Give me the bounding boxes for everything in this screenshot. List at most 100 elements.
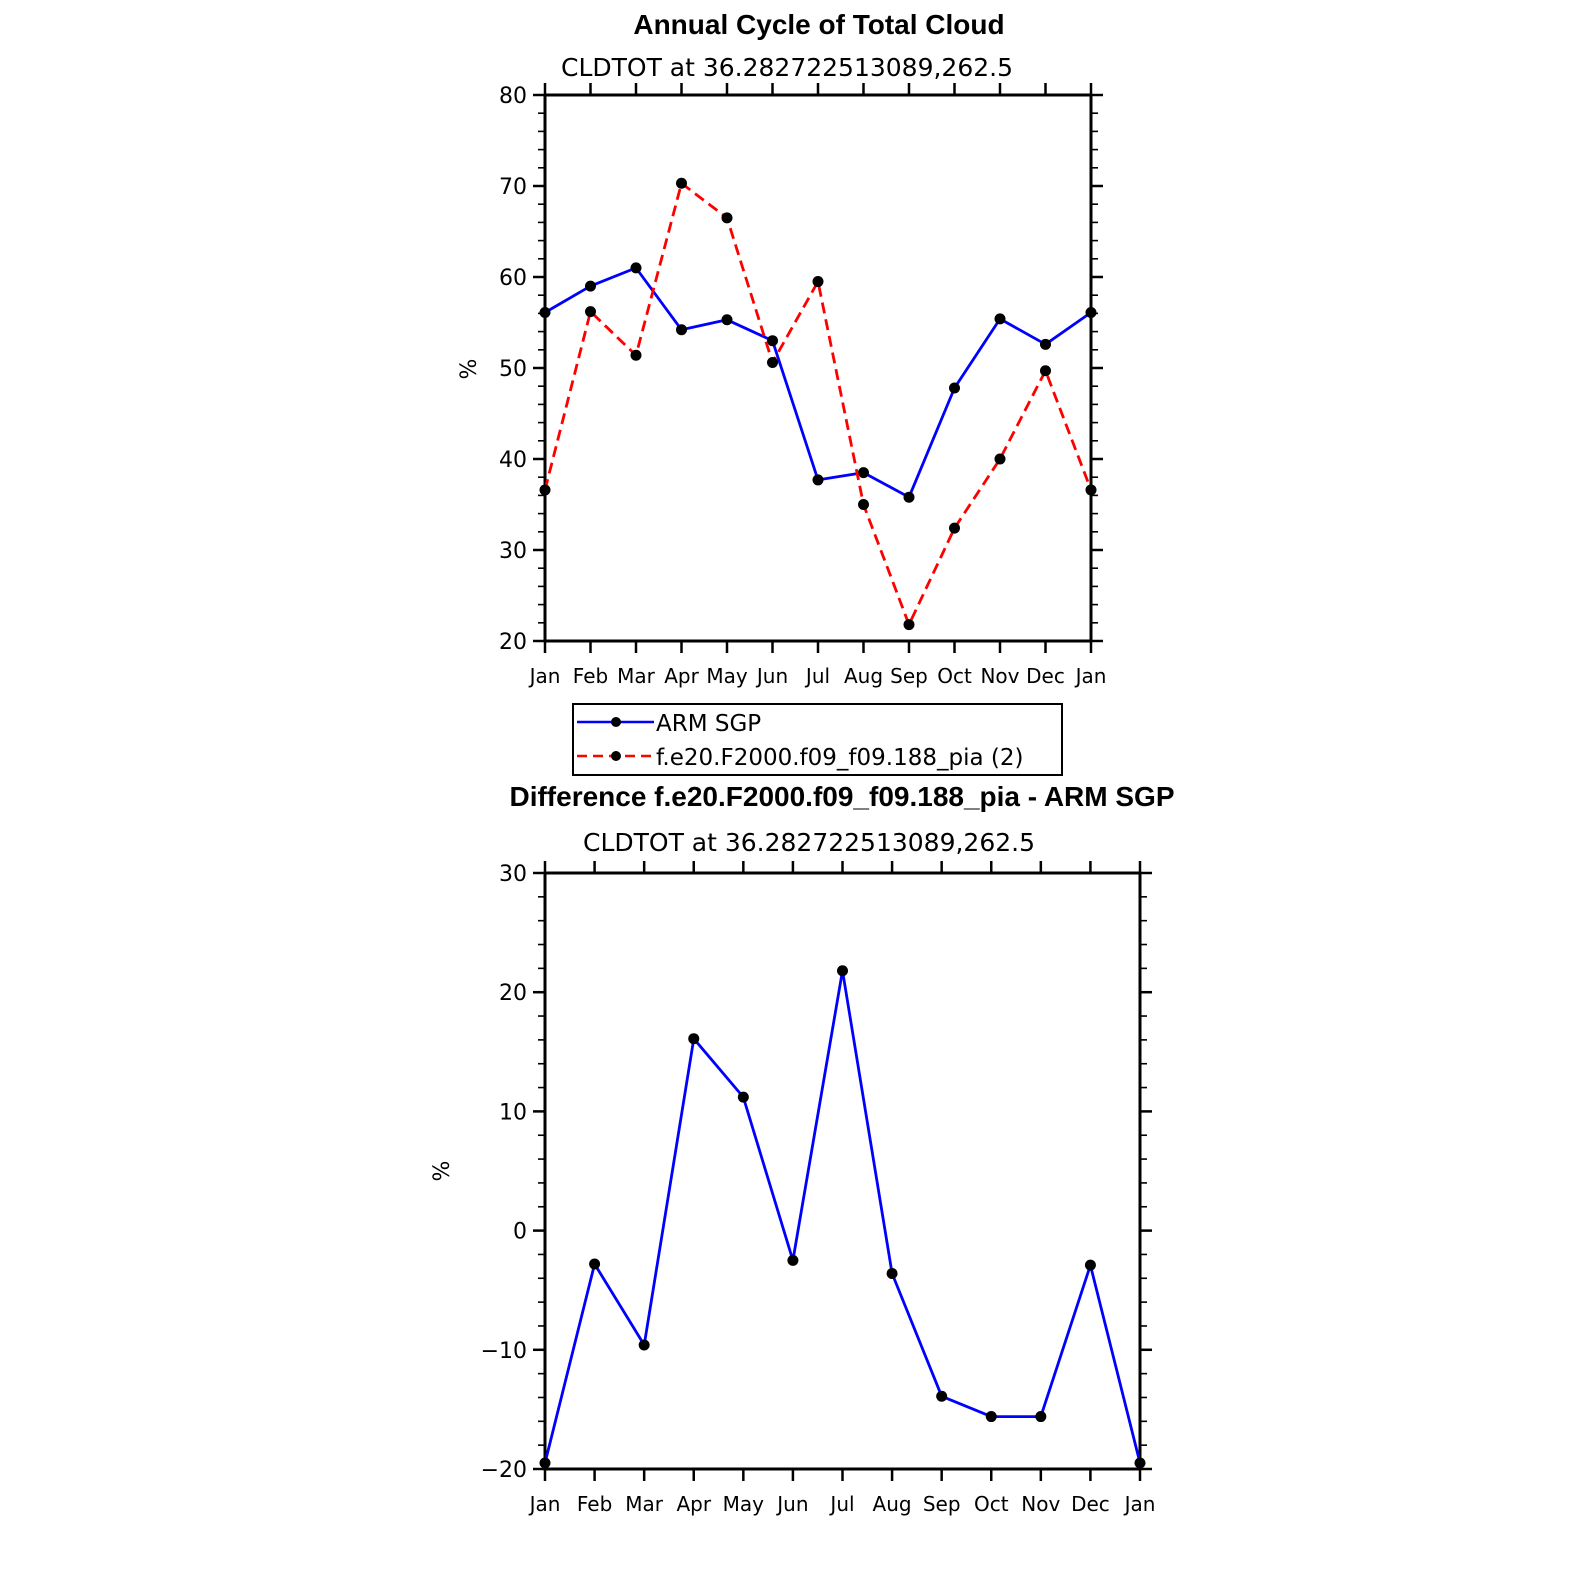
x-tick-label: Jul	[804, 664, 830, 688]
data-point	[985, 1411, 997, 1423]
y-tick-label: 30	[499, 539, 527, 564]
data-point	[812, 474, 824, 486]
y-tick-label: 80	[499, 84, 527, 109]
x-tick-label: Apr	[664, 664, 699, 688]
chart-subtitle: CLDTOT at 36.282722513089,262.5	[561, 53, 1013, 82]
data-point	[585, 280, 596, 292]
x-tick-label: Apr	[676, 1492, 711, 1516]
y-tick-label: −20	[481, 1458, 527, 1483]
data-point	[936, 1390, 948, 1402]
series-layer	[539, 177, 1097, 631]
data-point	[1084, 1259, 1096, 1271]
y-axis-label: %	[457, 359, 482, 380]
data-point	[539, 306, 551, 318]
data-point	[994, 453, 1006, 465]
y-axis-label: %	[430, 1161, 455, 1182]
data-point	[539, 484, 551, 496]
x-tick-label: May	[723, 1492, 765, 1516]
data-point	[903, 619, 915, 631]
y-tick-label: 50	[499, 357, 527, 382]
data-point	[676, 177, 687, 189]
series-line-0	[543, 969, 1142, 1464]
legend-label-arm-sgp: ARM SGP	[656, 711, 761, 737]
legend-marker-model	[611, 751, 621, 761]
legend-label-model: f.e20.F2000.f09_f09.188_pia (2)	[656, 745, 1023, 771]
data-point	[737, 1091, 749, 1103]
x-tick-label: Oct	[974, 1492, 1009, 1516]
series-layer	[539, 965, 1146, 1469]
data-point	[787, 1254, 799, 1266]
y-tick-label: 70	[499, 175, 527, 200]
y-tick-label: −10	[481, 1339, 527, 1364]
x-tick-label: Nov	[1021, 1492, 1060, 1516]
data-point	[886, 1268, 898, 1280]
data-point	[1085, 484, 1097, 496]
data-point	[1134, 1457, 1146, 1469]
legend-box	[572, 703, 1063, 776]
y-tick-label: 40	[499, 448, 527, 473]
chart-title: Annual Cycle of Total Cloud	[633, 9, 1004, 40]
data-point	[721, 212, 733, 224]
x-tick-label: Jun	[775, 1492, 808, 1516]
x-tick-label: Aug	[844, 664, 883, 688]
x-tick-label: Mar	[617, 664, 656, 688]
y-tick-label: 20	[499, 630, 527, 655]
chart-title: Difference f.e20.F2000.f09_f09.188_pia -…	[509, 781, 1174, 812]
plot-frame	[543, 93, 1093, 643]
data-point	[812, 276, 824, 288]
data-point	[539, 1457, 551, 1469]
annual-cycle-chart: Annual Cycle of Total Cloud CLDTOT at 36…	[457, 9, 1106, 776]
data-point	[949, 382, 960, 394]
data-point	[1085, 306, 1097, 318]
data-point	[721, 314, 733, 326]
x-tick-label: Dec	[1026, 664, 1065, 688]
data-point	[858, 467, 869, 479]
data-point	[638, 1339, 650, 1351]
difference-chart: Difference f.e20.F2000.f09_f09.188_pia -…	[430, 781, 1175, 1516]
y-tick-label: 10	[499, 1100, 527, 1125]
chart-subtitle: CLDTOT at 36.282722513089,262.5	[583, 828, 1035, 857]
legend-marker-arm-sgp	[611, 717, 621, 727]
data-point	[767, 357, 778, 369]
data-point	[688, 1033, 700, 1045]
data-point	[858, 499, 869, 510]
y-tick-label: 30	[499, 862, 527, 887]
data-point	[767, 335, 778, 347]
x-tick-label: Jan	[528, 1492, 561, 1516]
x-tick-label: Jan	[1074, 664, 1107, 688]
data-point	[837, 965, 848, 977]
data-point	[630, 262, 642, 274]
axes: −20 −10 0 10 20 30 Jan Feb Mar Apr May Jun Jul Aug Sep…	[481, 861, 1156, 1516]
x-tick-label: Jan	[528, 664, 561, 688]
plot-frame	[543, 871, 1142, 1471]
x-tick-label: Sep	[890, 664, 928, 688]
data-point	[676, 324, 687, 336]
data-point	[994, 313, 1006, 325]
y-tick-label: 0	[513, 1220, 527, 1245]
data-point	[1035, 1411, 1047, 1423]
data-point	[1040, 338, 1051, 350]
y-tick-label: 20	[499, 981, 527, 1006]
x-tick-label: Dec	[1071, 1492, 1110, 1516]
x-tick-label: Jan	[1123, 1492, 1156, 1516]
data-point	[630, 349, 642, 361]
y-tick-label: 60	[499, 266, 527, 291]
data-point	[1040, 365, 1051, 377]
x-tick-label: Mar	[625, 1492, 664, 1516]
data-point	[589, 1258, 601, 1270]
x-tick-label: Jun	[755, 664, 788, 688]
axes: 20 30 40 50 60 70 80 Jan Feb Mar Apr May Jun Jul Aug Se…	[499, 83, 1106, 688]
x-tick-label: Nov	[980, 664, 1019, 688]
x-tick-label: May	[706, 664, 748, 688]
data-point	[903, 491, 915, 503]
x-tick-label: Oct	[937, 664, 972, 688]
data-point	[585, 306, 596, 318]
series-line-0	[544, 266, 1092, 499]
x-tick-label: Aug	[873, 1492, 912, 1516]
x-tick-label: Jul	[828, 1492, 854, 1516]
series-line-1	[543, 181, 1093, 626]
x-tick-label: Feb	[577, 1492, 612, 1516]
x-tick-label: Sep	[923, 1492, 961, 1516]
x-tick-label: Feb	[573, 664, 608, 688]
